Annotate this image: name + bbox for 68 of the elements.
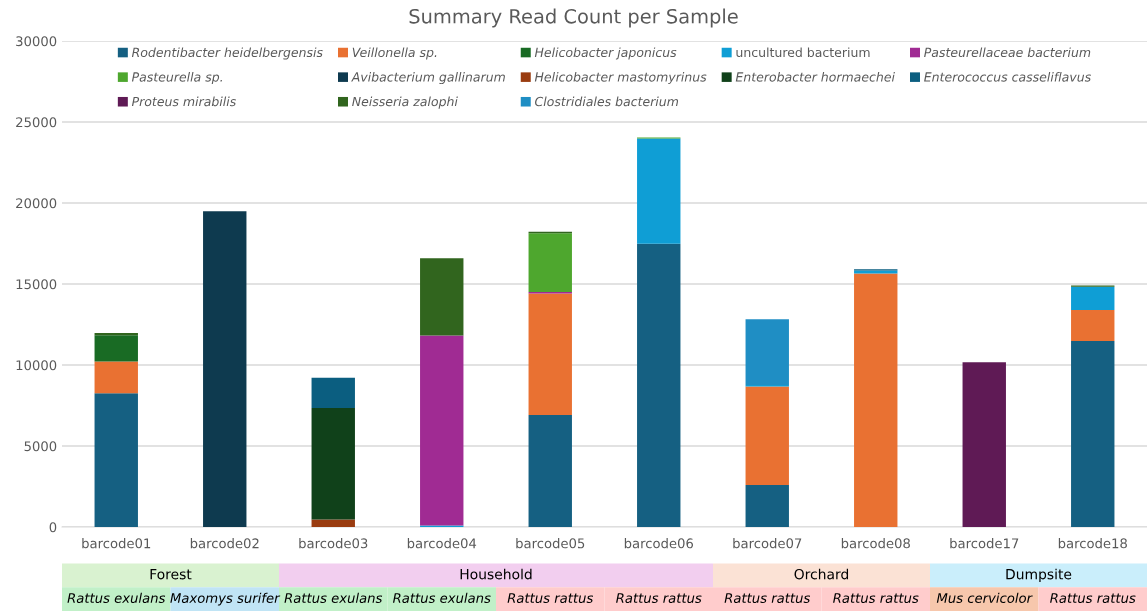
bar: [311, 377, 355, 408]
legend-label: Neisseria zalophi: [352, 96, 458, 109]
bar: [962, 362, 1006, 527]
x-tick-label: barcode17: [950, 538, 1019, 549]
text: Rattus rattus: [833, 593, 919, 603]
bar: [637, 138, 681, 244]
bar: [94, 393, 138, 527]
bar: [420, 335, 464, 526]
bar: [1071, 341, 1115, 527]
bar: [637, 243, 681, 527]
bar: [528, 293, 572, 416]
x-tick-label: barcode08: [841, 538, 910, 549]
legend-label: Enterococcus casseliflavus: [924, 71, 1091, 82]
legend-label: Avibacterium gallinarum: [351, 71, 505, 85]
text: Rattus rattus: [1050, 593, 1136, 603]
x-tick-label: barcode05: [516, 538, 585, 549]
bar: [420, 258, 464, 336]
x-tick-label: barcode03: [299, 538, 368, 549]
legend-label: Enterobacter hormaechei: [735, 71, 895, 82]
x-tick-label: barcode07: [733, 538, 802, 549]
text: Forest: [150, 569, 192, 580]
y-tick-label: 15000: [16, 279, 57, 290]
text: Rattus exulans: [67, 592, 166, 603]
bar: [1071, 286, 1115, 311]
text: Orchard: [794, 568, 849, 580]
y-tick-label: 30000: [16, 36, 57, 47]
bar: [94, 361, 138, 394]
text: Household: [460, 568, 532, 580]
text: Rattus exulans: [284, 592, 383, 603]
x-tick-label: barcode01: [82, 538, 151, 549]
bar: [1071, 310, 1115, 342]
bar: [745, 484, 789, 527]
legend-label: Helicobacter japonicus: [534, 47, 677, 60]
legend-label: Proteus mirabilis: [131, 96, 236, 107]
legend-label: Pasteurellaceae bacterium: [924, 47, 1091, 58]
bar: [745, 319, 789, 385]
legend-label: uncultured bacterium: [736, 47, 870, 58]
x-tick-label: barcode18: [1058, 538, 1127, 549]
bar: [94, 333, 138, 336]
text: Rattus exulans: [392, 592, 491, 603]
text: Mus cervicolor: [936, 592, 1033, 603]
y-tick-label: 5000: [24, 441, 57, 452]
bar: [203, 211, 247, 527]
text: Rattus rattus: [724, 593, 811, 603]
bar: [854, 273, 898, 527]
legend-label: Helicobacter mastomyrinus: [534, 71, 707, 85]
bar: [745, 386, 789, 485]
bar: [311, 407, 355, 520]
legend-label: Rodentibacter heidelbergensis: [131, 47, 323, 60]
x-tick-label: barcode06: [624, 538, 694, 549]
legend-label: Pasteurella sp.: [131, 71, 222, 85]
bar: [311, 519, 355, 527]
text: Rattus rattus: [616, 593, 702, 603]
text: Maxomys surifer: [170, 592, 281, 606]
bar: [94, 335, 138, 362]
bar: [528, 233, 572, 292]
y-tick-label: 25000: [16, 117, 57, 128]
text: Rattus rattus: [507, 593, 594, 603]
text: Dumpsite: [1006, 568, 1072, 583]
legend-label: Clostridiales bacterium: [535, 96, 679, 107]
legend-label: Veillonella sp.: [352, 47, 437, 60]
bar: [528, 415, 572, 527]
x-tick-label: barcode02: [190, 538, 259, 549]
y-tick-label: 10000: [16, 360, 57, 371]
y-tick-label: 0: [49, 522, 57, 533]
x-tick-label: barcode04: [407, 538, 477, 549]
y-tick-label: 20000: [16, 198, 57, 209]
chart-title: Summary Read Count per Sample: [409, 8, 738, 28]
